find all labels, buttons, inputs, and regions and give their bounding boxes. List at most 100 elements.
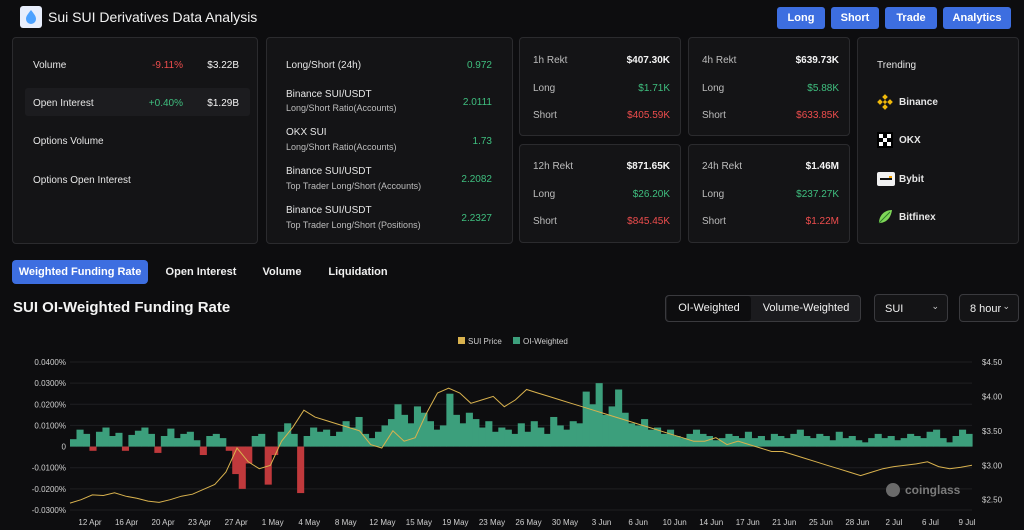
tab-liquidation[interactable]: Liquidation [328, 266, 388, 278]
funding-bar-positive [407, 423, 415, 447]
funding-bar-positive [342, 421, 350, 447]
legend-swatch-funding [513, 337, 520, 344]
rekt-4h-long: $5.88K [807, 83, 839, 94]
volume-change: -9.11% [152, 60, 183, 71]
nav-trade-button[interactable]: Trade [885, 7, 937, 29]
funding-bar-positive [654, 427, 662, 447]
funding-bar-positive [134, 430, 142, 447]
x-tick-label: 28 Jun [845, 518, 869, 527]
funding-bar-positive [303, 436, 311, 447]
tab-volume[interactable]: Volume [262, 266, 302, 278]
funding-bar-positive [965, 433, 973, 447]
x-tick-label: 21 Jun [772, 518, 796, 527]
funding-bar-positive [907, 433, 915, 447]
x-tick-label: 23 Apr [188, 518, 211, 527]
page-title: Sui SUI Derivatives Data Analysis [48, 9, 258, 25]
x-tick-label: 2 Jul [885, 518, 902, 527]
funding-bar-positive [400, 414, 409, 447]
trending-title: Trending [877, 60, 917, 71]
funding-bar-positive [595, 383, 603, 447]
oi-weighted-option[interactable]: OI-Weighted [667, 296, 751, 321]
ratio-value-3: 2.2082 [461, 174, 492, 185]
rekt-24h-short-label: Short [702, 216, 726, 227]
funding-bar-positive [465, 412, 473, 447]
coin-select[interactable]: SUI ⌄ [874, 294, 948, 322]
funding-bar-positive [76, 429, 84, 447]
rekt-24h-long: $237.27K [796, 189, 839, 200]
funding-bar-positive [439, 425, 447, 447]
funding-bar-positive [173, 438, 181, 447]
trending-card: Trending Binance OKX [857, 37, 1019, 244]
tab-weighted-funding-rate[interactable]: Weighted Funding Rate [12, 260, 148, 284]
legend-label-price: SUI Price [468, 337, 502, 346]
y-axis-left: 0.0400% 0.0300% 0.0200% 0.0100% 0 -0.0100% -0.… [32, 358, 67, 515]
long-short-card: Long/Short (24h) 0.972 Binance SUI/USDT … [266, 37, 513, 244]
trending-item-bybit[interactable]: Bybit [877, 171, 997, 189]
nav-analytics-button[interactable]: Analytics [943, 7, 1011, 29]
funding-bar-positive [913, 436, 921, 447]
rekt-1h-short: $405.59K [627, 110, 670, 121]
nav-short-button[interactable]: Short [831, 7, 879, 29]
coin-select-value: SUI [885, 303, 904, 315]
funding-bar-positive [167, 428, 175, 447]
funding-bar-negative [238, 446, 246, 489]
options-open-interest-label: Options Open Interest [33, 175, 131, 186]
rekt-12h-total: $871.65K [626, 161, 670, 172]
funding-bar-positive [822, 436, 830, 447]
x-tick-label: 12 Apr [78, 518, 101, 527]
trending-item-bitfinex[interactable]: Bitfinex [877, 209, 997, 227]
funding-bar-positive [667, 429, 675, 447]
funding-bar-positive [472, 419, 480, 447]
open-interest-row[interactable] [25, 88, 250, 116]
funding-bar-negative [232, 446, 240, 475]
funding-bar-positive [868, 438, 876, 447]
rekt-card-12h: 12h Rekt $871.65K Long $26.20K Short $84… [519, 144, 681, 243]
nav-long-button[interactable]: Long [777, 7, 825, 29]
y-left-tick-label: -0.0300% [32, 506, 66, 515]
x-tick-label: 27 Apr [225, 518, 248, 527]
rekt-12h-long: $26.20K [632, 189, 670, 200]
rekt-12h-title: 12h Rekt [533, 161, 574, 172]
funding-bar-positive [634, 425, 642, 447]
x-tick-label: 6 Jun [628, 518, 648, 527]
interval-select[interactable]: 8 hour ⌄ [959, 294, 1019, 322]
overview-card: Volume -9.11% $3.22B Open Interest +0.40… [12, 37, 258, 244]
rekt-card-1h: 1h Rekt $407.30K Long $1.71K Short $405.… [519, 37, 681, 136]
okx-icon [877, 132, 893, 148]
tab-open-interest[interactable]: Open Interest [165, 266, 237, 278]
y-left-tick-label: 0.0300% [34, 379, 66, 388]
funding-bar-positive [323, 429, 331, 447]
funding-bar-positive [284, 423, 292, 447]
funding-bar-positive [920, 438, 928, 447]
interval-select-value: 8 hour [970, 303, 1002, 315]
funding-bar-positive [803, 436, 811, 447]
funding-bar-positive [212, 433, 220, 447]
funding-bar-positive [881, 438, 889, 447]
funding-bar-positive [602, 414, 610, 447]
price-series [69, 387, 973, 504]
rekt-4h-long-label: Long [702, 83, 725, 94]
trending-item-binance[interactable]: Binance [877, 94, 997, 112]
funding-bar-positive [141, 427, 149, 447]
rekt-card-4h: 4h Rekt $639.73K Long $5.88K Short $633.… [688, 37, 850, 136]
funding-bar-positive [621, 412, 629, 447]
funding-bar-positive [420, 412, 428, 447]
funding-bar-positive [874, 433, 882, 447]
funding-bar-positive [887, 436, 895, 447]
x-tick-label: 17 Jun [736, 518, 760, 527]
funding-bar-positive [491, 431, 499, 447]
volume-weighted-option[interactable]: Volume-Weighted [762, 302, 850, 314]
ratio-sub-4: Top Trader Long/Short (Positions) [286, 220, 421, 230]
trending-item-okx[interactable]: OKX [877, 132, 997, 150]
funding-bar-positive [608, 406, 616, 447]
funding-bar-positive [926, 431, 934, 447]
funding-bar-positive [193, 440, 201, 447]
weighting-toggle: OI-Weighted Volume-Weighted [665, 295, 861, 322]
funding-bar-positive [744, 431, 752, 447]
open-interest-value: $1.29B [207, 98, 239, 109]
funding-bar-negative [154, 446, 162, 453]
ratio-value-2: 1.73 [472, 136, 492, 147]
funding-bar-positive [186, 431, 194, 447]
funding-bar-positive [485, 421, 493, 447]
funding-bar-positive [329, 436, 337, 447]
